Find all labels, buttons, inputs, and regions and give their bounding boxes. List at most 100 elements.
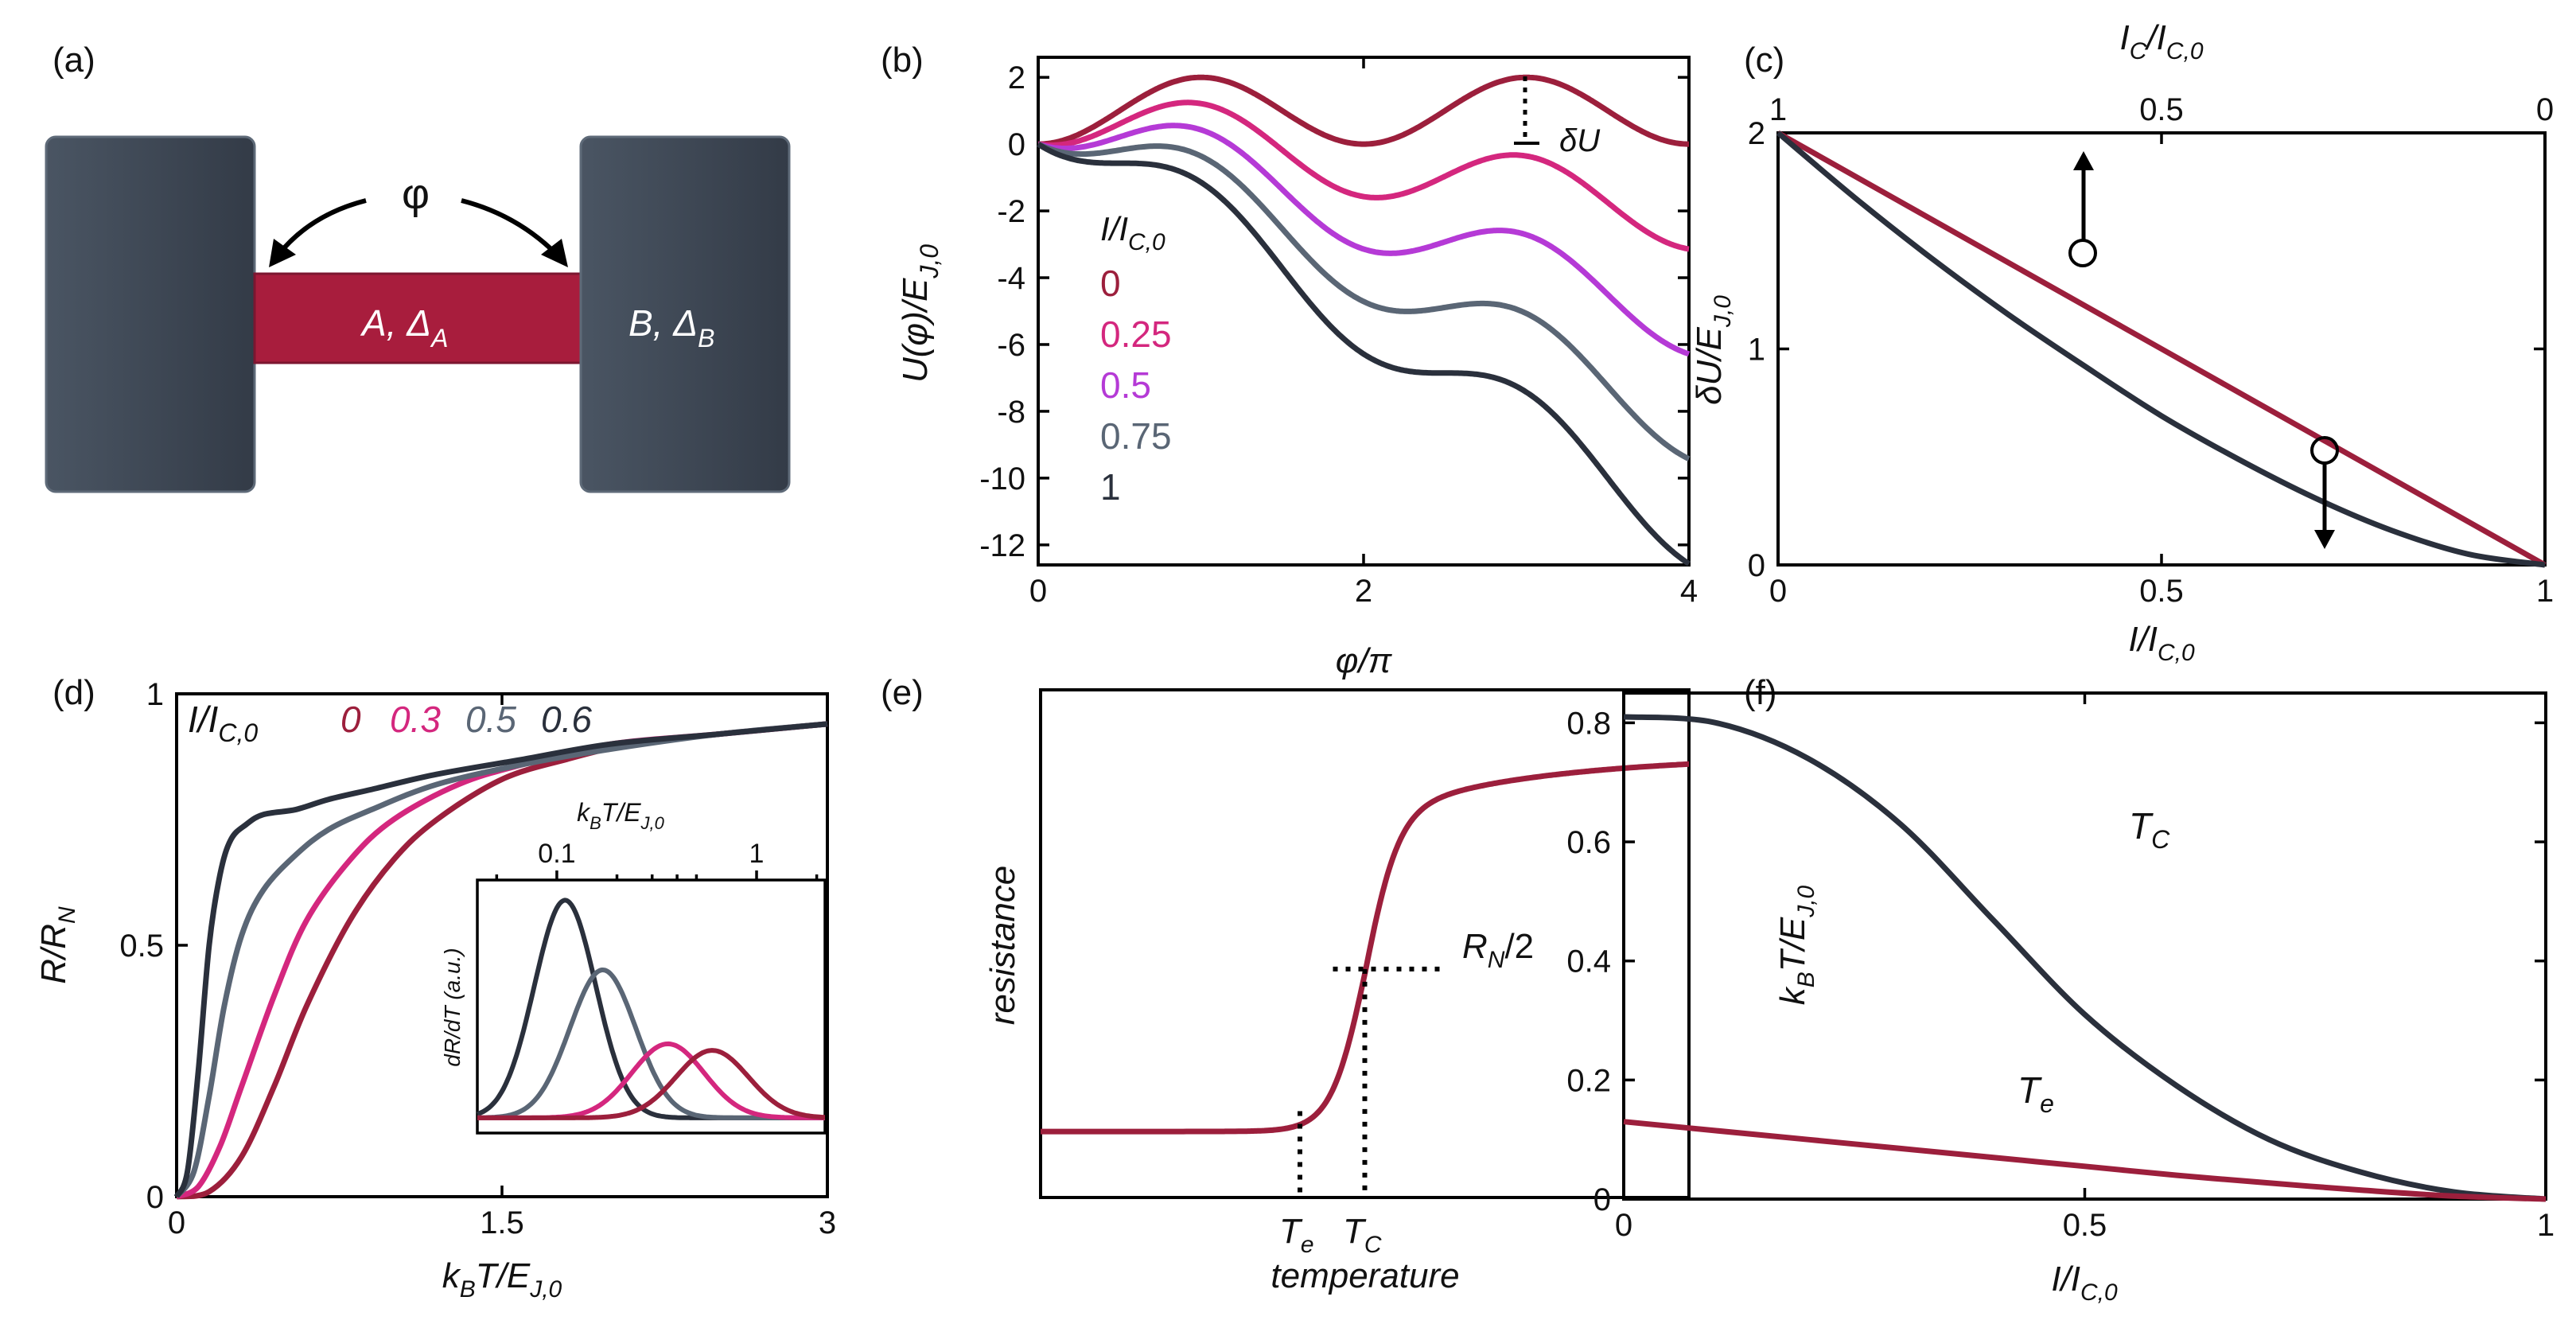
series-line-0 xyxy=(1037,74,1690,147)
y-tick-label: 0.4 xyxy=(1566,944,1611,979)
y-tick-label: -4 xyxy=(997,261,1025,296)
series-line-c-1 xyxy=(1776,130,2546,568)
marker-circle-top xyxy=(2068,239,2097,267)
lead-a-pad xyxy=(45,135,256,493)
inset-x-tick-label: 1 xyxy=(749,839,765,869)
marker-te-label: Te xyxy=(1279,1212,1314,1258)
bridge-a-label: A, ΔA xyxy=(360,302,448,352)
x-tick-label: 1 xyxy=(2536,574,2554,609)
series-line-0.5 xyxy=(174,721,828,1199)
panel-label-e: (e) xyxy=(881,673,924,712)
legend-entry-0.5: 0.5 xyxy=(1100,364,1151,406)
inset-peak-0 xyxy=(477,1048,826,1120)
series-e xyxy=(1040,761,1690,1197)
series-label-te: Te xyxy=(2018,1069,2054,1118)
series-c xyxy=(1776,130,2547,568)
inset-xlabel-d: kBT/EJ,0 xyxy=(577,798,665,833)
y-tick-label: 0.6 xyxy=(1566,825,1611,860)
series-b xyxy=(1036,74,1691,567)
y-tick-label: -2 xyxy=(997,194,1025,229)
phi-label: φ xyxy=(402,170,430,218)
top-x-tick-label: 1 xyxy=(1769,92,1787,127)
inset-frame-d xyxy=(476,878,827,1135)
y-tick-label: 2 xyxy=(1748,116,1765,151)
x-tick-label: 0 xyxy=(168,1205,185,1240)
lead-b-pad xyxy=(579,135,791,493)
y-tick-label: 0 xyxy=(146,1180,164,1215)
inset-ylabel-d: dR/dT (a.u.) xyxy=(440,948,465,1066)
ylabel-e: resistance xyxy=(983,866,1022,1026)
legend-entry-0.6: 0.6 xyxy=(541,699,592,740)
legend-entry-0: 0 xyxy=(340,699,361,740)
xlabel-e: temperature xyxy=(1270,1256,1459,1295)
y-tick-label: -8 xyxy=(997,395,1025,430)
xlabel-c: I/IC,0 xyxy=(2128,620,2195,666)
x-tick-label: 1.5 xyxy=(480,1205,524,1240)
legend-entry-0.5: 0.5 xyxy=(465,699,516,740)
y-tick-label: 2 xyxy=(1008,60,1025,95)
series-line-0.25 xyxy=(1037,99,1690,252)
bridge-a xyxy=(253,272,582,364)
series-line-TC xyxy=(1623,714,2547,1202)
y-tick-label: 0.5 xyxy=(119,929,164,964)
panel-d: (d) 0 1.5 3 0 0.5 1 I/IC,0 0 0.3 0.5 0.6 R/RN kB… xyxy=(34,673,836,1303)
plot-frame-f-box xyxy=(1622,691,2547,1201)
series-line-0.6 xyxy=(173,721,828,1198)
panel-label-b: (b) xyxy=(881,41,924,80)
legend-entry-0.3: 0.3 xyxy=(390,699,441,740)
ylabel-c: δU/EJ,0 xyxy=(1690,295,1736,405)
y-tick-label: 0.8 xyxy=(1566,706,1611,741)
legend-title-b: I/IC,0 xyxy=(1100,210,1165,255)
x-tick-label: 0.5 xyxy=(2139,574,2184,609)
inset-x-tick-label: 0.1 xyxy=(538,839,575,869)
panel-label-c: (c) xyxy=(1744,41,1784,80)
x-tick-label: 4 xyxy=(1680,574,1698,609)
series-line-0.75 xyxy=(1037,141,1691,461)
phase-arrowhead-right xyxy=(541,239,568,267)
series-line-1 xyxy=(1036,142,1691,567)
legend-title-d: I/IC,0 xyxy=(188,699,258,747)
y-tick-label: 1 xyxy=(1748,333,1765,368)
y-tick-label: -10 xyxy=(979,461,1025,496)
top-x-tick-label: 0 xyxy=(2536,92,2554,127)
plot-frame-e xyxy=(1039,688,1691,1199)
legend-b: 0 0.25 0.5 0.75 1 xyxy=(1100,263,1172,508)
panel-label-d: (d) xyxy=(53,673,95,712)
inset-ticks-d: 0.1 1 xyxy=(495,839,819,880)
ticks-d: 0 1.5 3 0 0.5 1 xyxy=(119,677,836,1240)
arrow-down-head xyxy=(2314,530,2335,549)
x-tick-label: 1 xyxy=(2537,1208,2555,1243)
y-tick-label: 0.2 xyxy=(1566,1063,1611,1098)
panel-f: (f) 0 0.5 100.20.40.60.8 I/IC,0 kBT/EJ,0 T… xyxy=(1566,673,2555,1306)
series-line-c-0 xyxy=(1776,130,2547,568)
panel-a: (a) A, ΔA B, ΔB φ xyxy=(45,41,791,493)
x-tick-label: 0 xyxy=(1769,574,1787,609)
xlabel-f: I/IC,0 xyxy=(2051,1260,2118,1306)
y-tick-label: 0 xyxy=(1748,548,1765,583)
x-tick-label: 0 xyxy=(1029,574,1047,609)
lead-b-label: B, ΔB xyxy=(628,302,714,352)
series-line-Te xyxy=(1623,1119,2547,1202)
legend-entry-0.25: 0.25 xyxy=(1100,313,1172,355)
top-xlabel-c: IC/IC,0 xyxy=(2119,18,2203,64)
phase-arrowhead-left xyxy=(269,239,296,267)
x-tick-label: 2 xyxy=(1355,574,1372,609)
marker-tc-label: TC xyxy=(1343,1212,1382,1258)
panel-label-a: (a) xyxy=(53,41,95,80)
legend-d: 0 0.3 0.5 0.6 xyxy=(340,699,592,740)
phase-arrow-left xyxy=(276,198,367,256)
legend-entry-0.75: 0.75 xyxy=(1100,415,1172,457)
xlabel-b: φ/π xyxy=(1336,641,1393,680)
delta-u-label: δU xyxy=(1559,123,1601,158)
x-tick-label: 0.5 xyxy=(2063,1208,2107,1243)
top-x-tick-label: 0.5 xyxy=(2139,92,2184,127)
phase-arrow-right xyxy=(461,198,559,257)
x-tick-label: 0 xyxy=(1615,1208,1632,1243)
arrow-up-head xyxy=(2073,151,2094,170)
y-tick-label: 1 xyxy=(146,677,164,712)
legend-entry-0: 0 xyxy=(1100,263,1121,304)
series-label-tc: TC xyxy=(2129,805,2170,854)
x-tick-label: 3 xyxy=(819,1205,836,1240)
